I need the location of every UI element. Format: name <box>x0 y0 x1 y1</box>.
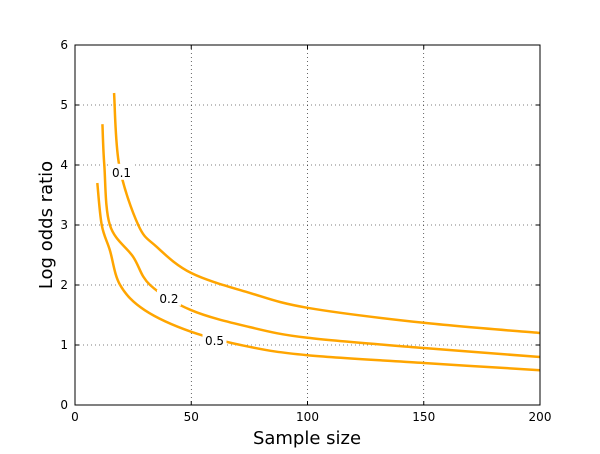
grid <box>75 45 540 405</box>
x-tick-label: 200 <box>529 410 552 424</box>
x-tick-label: 50 <box>184 410 199 424</box>
series-line-0.5 <box>96 182 541 372</box>
y-tick-label: 0 <box>60 398 68 412</box>
y-tick-label: 4 <box>60 158 68 172</box>
series-label-0.2: 0.2 <box>159 292 178 306</box>
label-background <box>109 163 134 180</box>
y-tick-label: 1 <box>60 338 68 352</box>
series-labels: 0.1 0.2 0.5 <box>109 163 227 348</box>
x-tick-label: 0 <box>71 410 79 424</box>
y-tick-label: 6 <box>60 38 68 52</box>
series-lines <box>96 92 541 372</box>
x-tick-label: 150 <box>412 410 435 424</box>
x-tick-label: 100 <box>296 410 319 424</box>
series-line-0.1 <box>112 92 541 335</box>
y-tick-label: 3 <box>60 218 68 232</box>
y-axis-label: Log odds ratio <box>36 161 57 289</box>
y-tick-label: 2 <box>60 278 68 292</box>
label-background <box>156 289 181 306</box>
y-tick-label: 5 <box>60 98 68 112</box>
series-label-0.5: 0.5 <box>205 334 224 348</box>
ticks: 0 50 100 150 200 0 1 2 3 4 5 6 <box>60 38 551 424</box>
label-background <box>202 331 227 348</box>
series-label-0.1: 0.1 <box>112 166 131 180</box>
x-axis-label: Sample size <box>253 428 361 449</box>
series-line-0.2 <box>101 124 541 359</box>
